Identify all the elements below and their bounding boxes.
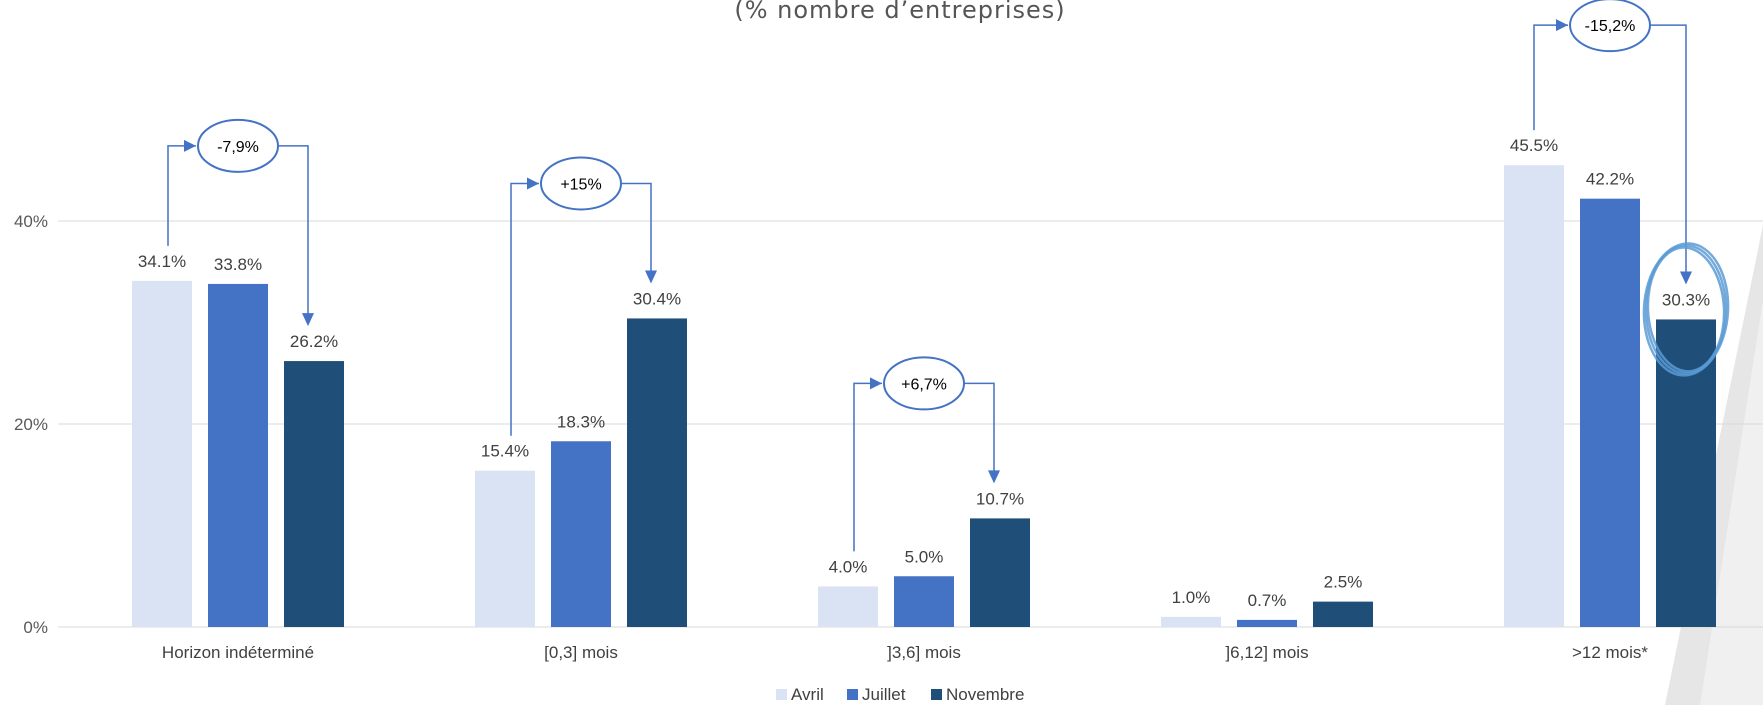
arrowhead-icon [302, 313, 314, 327]
x-axis-label: Horizon indéterminé [162, 643, 314, 662]
annotation-label: -7,9% [217, 139, 259, 156]
data-label: 45.5% [1510, 136, 1558, 155]
y-tick-label: 20% [14, 415, 48, 434]
highlight-circle [1642, 242, 1730, 377]
x-axis-label: >12 mois* [1572, 643, 1648, 662]
annotation-arrow-line [964, 382, 995, 472]
bar [970, 518, 1030, 627]
legend: Avril Juillet Novembre [776, 685, 1024, 704]
legend-swatch-avril [776, 689, 787, 700]
data-label: 2.5% [1324, 573, 1363, 592]
legend-swatch-novembre [931, 689, 942, 700]
highlight-stroke [1644, 244, 1728, 375]
data-label: 1.0% [1172, 588, 1211, 607]
bar [208, 283, 268, 627]
change-annotations: -7,9% +15% +6,7% -15,2% [167, 0, 1692, 552]
data-label: 5.0% [905, 547, 944, 566]
annotation-oval [540, 156, 622, 211]
bar [894, 576, 954, 627]
legend-label-novembre: Novembre [946, 685, 1024, 704]
data-labels: 34.1% 15.4% 4.0% 1.0% 45.5% 33.8% 18.3% 5.0% 0.7… [138, 136, 1710, 610]
bar [1161, 616, 1221, 627]
bar [1504, 165, 1564, 628]
chart-subtitle: (% nombre d’entreprises) [734, 0, 1065, 24]
highlight-stroke [1642, 242, 1730, 377]
y-tick-label: 40% [14, 212, 48, 231]
annotation-label: +6,7% [901, 376, 947, 393]
data-label: 0.7% [1248, 591, 1287, 610]
annotation-label: +15% [560, 176, 601, 193]
arrowhead-icon [527, 177, 539, 190]
highlight-stroke [1646, 246, 1726, 373]
data-label: 30.4% [633, 289, 681, 308]
data-label: 42.2% [1586, 170, 1634, 189]
annotation-arrow-line [167, 145, 196, 246]
data-label: 26.2% [290, 332, 338, 351]
data-label: 4.0% [829, 557, 868, 576]
arrowhead-icon [988, 470, 1000, 484]
annotation-arrow-line [1650, 24, 1687, 273]
bar [818, 586, 878, 627]
data-label: 30.3% [1662, 290, 1710, 309]
annotation-oval [197, 118, 279, 173]
bar [132, 280, 192, 627]
data-label: 10.7% [976, 489, 1024, 508]
data-label: 18.3% [557, 412, 605, 431]
data-label: 15.4% [481, 442, 529, 461]
legend-label-juillet: Juillet [862, 685, 906, 704]
annotation-oval [883, 356, 965, 411]
bar [1313, 601, 1373, 627]
bar [551, 441, 611, 627]
data-label: 34.1% [138, 252, 186, 271]
annotation-label: -15,2% [1585, 18, 1636, 35]
bar [475, 470, 535, 627]
legend-swatch-juillet [847, 689, 858, 700]
x-axis-label: ]3,6] mois [887, 643, 961, 662]
bar [627, 318, 687, 627]
arrowhead-icon [1556, 19, 1568, 32]
x-axis-label: ]6,12] mois [1225, 643, 1308, 662]
data-label: 33.8% [214, 255, 262, 274]
annotation-arrow-line [621, 182, 652, 272]
annotation-oval [1569, 0, 1651, 53]
annotation-arrow-line [1533, 24, 1568, 131]
x-axis-label: [0,3] mois [544, 643, 618, 662]
arrowhead-icon [184, 139, 196, 152]
arrowhead-icon [1680, 271, 1692, 285]
y-axis-ticks: 0% 20% 40% [14, 212, 48, 637]
y-tick-label: 0% [23, 618, 48, 637]
arrowhead-icon [645, 270, 657, 284]
arrowhead-icon [870, 377, 882, 390]
annotation-arrow-line [853, 382, 882, 552]
bars [132, 165, 1716, 628]
bar [284, 361, 344, 627]
annotation-arrow-line [278, 145, 309, 315]
bar [1237, 619, 1297, 627]
bar [1580, 198, 1640, 628]
x-axis-labels: Horizon indéterminé [0,3] mois ]3,6] mois]… [162, 643, 1648, 662]
legend-label-avril: Avril [791, 685, 824, 704]
